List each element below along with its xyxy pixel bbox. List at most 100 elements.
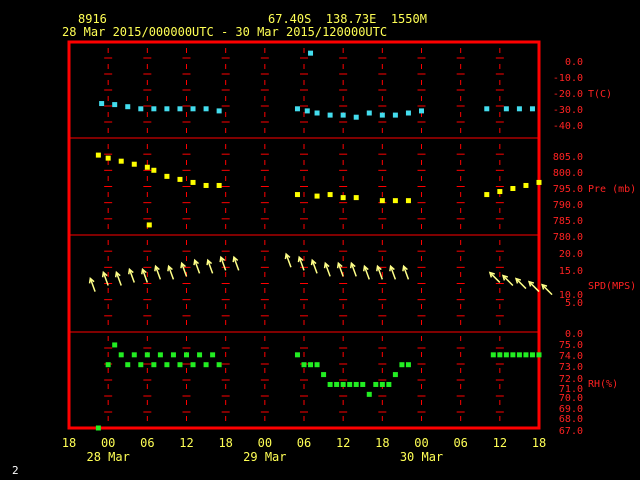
- pressure-point: [353, 195, 359, 201]
- wind-arrow-head: [389, 264, 395, 272]
- y-tick-label: -30.0: [553, 105, 583, 116]
- wind-arrow-head: [349, 261, 356, 269]
- wind-arrow: [337, 262, 344, 277]
- humidity-point: [190, 362, 196, 368]
- wind-arrow-head: [141, 267, 147, 275]
- pressure-point: [379, 198, 385, 204]
- wind-arrow: [154, 266, 162, 280]
- pressure-point: [314, 193, 320, 199]
- temperature-point: [99, 101, 105, 107]
- panel-label-humidity: RH(%): [588, 379, 618, 390]
- y-tick-label: 795.0: [553, 184, 583, 195]
- page-number: 2: [12, 464, 19, 477]
- humidity-point: [151, 362, 157, 368]
- station-location: 67.40S 138.73E 1550M: [268, 12, 427, 26]
- temperature-point: [203, 106, 209, 112]
- temperature-point: [503, 106, 509, 112]
- wind-arrow: [363, 266, 370, 280]
- temperature-point: [392, 112, 398, 118]
- pressure-point: [190, 179, 196, 185]
- y-tick-label: 15.0: [559, 266, 583, 277]
- temperature-point: [379, 112, 385, 118]
- pressure-point: [164, 173, 170, 179]
- wind-arrow-head: [297, 255, 304, 263]
- temperature-point: [304, 108, 310, 114]
- temperature-point: [177, 106, 183, 112]
- x-tick-label: 06: [453, 436, 467, 450]
- wind-arrow-head: [488, 271, 495, 278]
- wind-arrow: [515, 278, 527, 290]
- y-tick-label: 69.0: [559, 404, 583, 415]
- humidity-point: [503, 352, 509, 358]
- y-tick-label: 0.0: [565, 57, 583, 68]
- x-date-label: 30 Mar: [400, 450, 443, 464]
- temperature-point: [516, 106, 522, 112]
- pressure-point: [95, 152, 101, 158]
- wind-arrow: [528, 281, 540, 293]
- panel-label-temperature: T(C): [588, 89, 612, 100]
- pressure-point: [216, 182, 222, 188]
- x-tick-label: 12: [493, 436, 507, 450]
- humidity-point: [177, 362, 183, 368]
- humidity-point: [321, 372, 327, 378]
- date-range: 28 Mar 2015/000000UTC - 30 Mar 2015/1200…: [62, 25, 388, 39]
- wind-arrow-head: [114, 270, 121, 278]
- wind-arrow: [207, 259, 214, 274]
- humidity-point: [353, 381, 359, 387]
- wind-arrow-head: [101, 270, 108, 278]
- humidity-point: [379, 381, 385, 387]
- temperature-point: [366, 110, 372, 116]
- humidity-point: [392, 372, 398, 378]
- x-tick-label: 06: [140, 436, 154, 450]
- humidity-point: [131, 352, 137, 358]
- wind-arrow-head: [501, 274, 508, 281]
- y-tick-label: 74.0: [559, 351, 583, 362]
- wind-arrow-head: [362, 264, 369, 272]
- pressure-point: [294, 192, 300, 198]
- wind-arrow: [233, 256, 240, 271]
- plot-frame: [67, 40, 541, 430]
- y-tick-label: 75.0: [559, 340, 583, 351]
- x-tick-label: 18: [375, 436, 389, 450]
- wind-arrow-head: [154, 264, 160, 272]
- x-date-label: 29 Mar: [243, 450, 286, 464]
- wind-arrow-head: [310, 258, 317, 266]
- wind-arrow: [389, 266, 397, 280]
- temperature-point: [353, 114, 359, 120]
- y-tick-label: 67.0: [559, 426, 583, 437]
- humidity-point: [516, 352, 522, 358]
- humidity-point: [490, 352, 496, 358]
- humidity-point: [360, 381, 366, 387]
- pressure-point: [523, 182, 529, 188]
- temperature-point: [529, 106, 535, 112]
- x-tick-label: 18: [532, 436, 546, 450]
- humidity-point: [144, 352, 150, 358]
- pressure-point: [118, 158, 124, 164]
- wind-arrow: [350, 262, 357, 277]
- wind-arrow: [489, 272, 501, 283]
- y-tick-label: -40.0: [553, 121, 583, 132]
- humidity-point: [125, 362, 131, 368]
- humidity-point: [203, 362, 209, 368]
- wind-arrow-head: [527, 280, 535, 287]
- y-tick-label: 20.0: [559, 249, 583, 260]
- temperature-point: [216, 108, 222, 114]
- temperature-point: [112, 102, 118, 108]
- wind-arrow-head: [376, 264, 382, 272]
- x-tick-label: 18: [218, 436, 232, 450]
- humidity-point: [138, 362, 144, 368]
- temperature-point: [294, 106, 300, 112]
- y-tick-label: 805.0: [553, 152, 583, 163]
- pressure-point: [177, 176, 183, 182]
- wind-arrow: [298, 256, 305, 271]
- temperature-point: [308, 50, 314, 56]
- pressure-point: [405, 198, 411, 204]
- temperature-point: [327, 112, 333, 118]
- wind-arrow: [311, 259, 318, 274]
- pressure-point: [497, 189, 503, 195]
- humidity-point: [405, 362, 411, 368]
- wind-arrow: [541, 284, 553, 296]
- pressure-point: [340, 195, 346, 201]
- wind-arrow: [89, 278, 96, 292]
- wind-arrow: [285, 253, 292, 268]
